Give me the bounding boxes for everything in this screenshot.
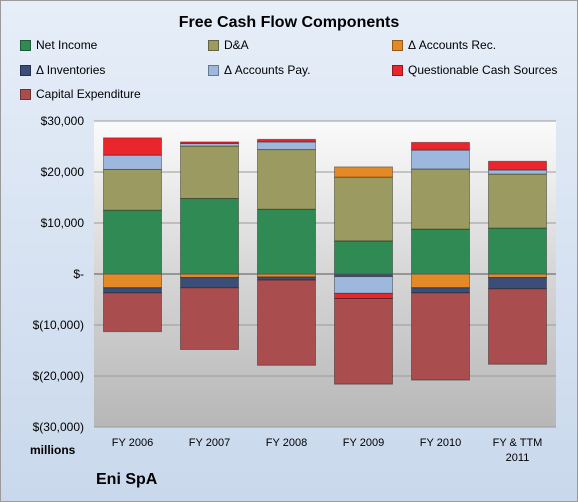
legend-label: Net Income: [36, 38, 98, 52]
bar-segment: [488, 173, 547, 229]
bar-segment: [488, 227, 547, 275]
bar-segment: [488, 160, 547, 171]
legend: Net Income D&A Δ Accounts Rec. Δ Invento…: [0, 0, 578, 110]
bar-segment: [334, 276, 393, 294]
y-tick-label: $20,000: [41, 165, 85, 179]
bar-segment: [488, 273, 547, 279]
bar-segment: [180, 273, 239, 279]
bar-segment: [488, 288, 547, 365]
chart-title: Free Cash Flow Components: [178, 14, 400, 31]
legend-swatch: [392, 39, 403, 51]
bar-segment: [180, 287, 239, 350]
bar-segment: [488, 169, 547, 175]
bar-segment: [103, 137, 162, 156]
bar-segment: [103, 209, 162, 275]
x-category-label: FY & TTM: [493, 437, 543, 449]
bar-segment: [257, 279, 316, 366]
x-category-label: FY 2010: [420, 437, 461, 449]
bar-segment: [180, 198, 239, 275]
y-tick-label: $(30,000): [33, 420, 84, 434]
bar-segment: [334, 176, 393, 242]
y-axis-ticks: $30,000 $20,000 $10,000 $- $(10,000) $(20,000…: [33, 114, 85, 434]
bar-segment: [411, 149, 470, 170]
y-tick-label: $(20,000): [33, 369, 84, 383]
bar-segment: [257, 149, 316, 210]
x-category-label: FY 2007: [189, 437, 230, 449]
legend-item-da: D&A: [208, 38, 249, 52]
bar-segment: [411, 287, 470, 294]
bar-segment: [103, 292, 162, 333]
y-tick-label: $10,000: [41, 216, 85, 230]
y-tick-label: $30,000: [41, 114, 85, 128]
legend-swatch: [20, 64, 31, 76]
bar-segment: [103, 273, 162, 289]
bar-segment: [334, 240, 393, 275]
x-axis-categories: FY 2006 FY 2007 FY 2008 FY 2009 FY 2010 FY & …: [112, 437, 543, 464]
legend-label: Δ Accounts Rec.: [408, 38, 497, 52]
legend-label: Δ Accounts Pay.: [224, 63, 311, 77]
bar-segment: [103, 168, 162, 211]
bar-segment: [180, 145, 239, 200]
legend-label: Δ Inventories: [36, 63, 106, 77]
legend-item-accounts-pay: Δ Accounts Pay.: [208, 63, 311, 77]
bar-segment: [257, 141, 316, 151]
x-category-label: FY 2008: [266, 437, 307, 449]
bar-segment: [411, 273, 470, 289]
bar-segment: [334, 292, 393, 299]
bar-segment: [257, 138, 316, 143]
legend-item-inventories: Δ Inventories: [20, 63, 105, 77]
units-label: millions: [30, 443, 76, 457]
bar-segment: [180, 277, 239, 289]
bar-segment: [411, 168, 470, 230]
x-category-label: FY 2009: [343, 437, 384, 449]
legend-label: Questionable Cash Sources: [408, 63, 558, 77]
bar-segment: [103, 154, 162, 170]
bar-segment: [334, 166, 393, 178]
bar-segment: [488, 277, 547, 290]
bar-segment: [411, 228, 470, 275]
legend-label: Capital Expenditure: [36, 87, 141, 101]
bar-segment: [180, 141, 239, 144]
legend-swatch: [20, 39, 31, 51]
y-tick-label: $(10,000): [33, 318, 84, 332]
x-category-label: 2011: [506, 452, 530, 464]
legend-item-net-income: Net Income: [20, 38, 97, 52]
bar-segment: [257, 208, 316, 275]
x-category-label: FY 2006: [112, 437, 153, 449]
bar-segment: [103, 287, 162, 294]
bars: [103, 137, 547, 385]
legend-item-accounts-rec: Δ Accounts Rec.: [392, 38, 496, 52]
bar-segment: [411, 292, 470, 381]
legend-swatch: [208, 39, 219, 51]
legend-swatch: [20, 88, 31, 100]
legend-swatch: [208, 64, 219, 76]
y-tick-label: $-: [73, 267, 84, 281]
legend-item-capex: Capital Expenditure: [20, 87, 141, 101]
legend-item-questionable-cash: Questionable Cash Sources: [392, 63, 557, 77]
company-name: Eni SpA: [96, 471, 158, 488]
bar-segment: [411, 141, 470, 151]
legend-label: D&A: [224, 38, 249, 52]
legend-swatch: [392, 64, 403, 76]
bar-segment: [334, 297, 393, 385]
